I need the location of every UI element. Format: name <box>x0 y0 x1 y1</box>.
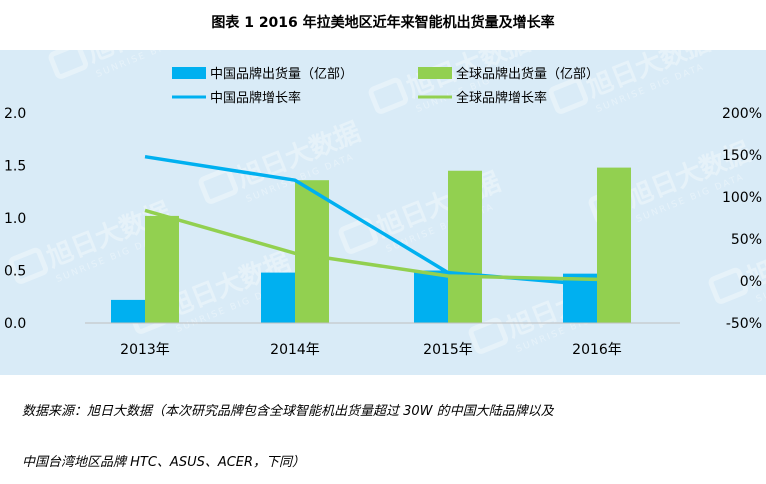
source-note-line-2: 中国台湾地区品牌 HTC、ASUS、ACER，下同） <box>22 455 306 470</box>
left-axis-tick-label: 1.0 <box>4 211 26 227</box>
source-note-line-1: 数据来源：旭日大数据（本次研究品牌包含全球智能机出货量超过 30W 的中国大陆品… <box>22 404 554 419</box>
bar-global-shipments <box>295 180 329 323</box>
bar-layer <box>111 167 631 323</box>
left-axis: 0.0 0.5 1.0 1.5 2.0 <box>4 106 26 332</box>
right-axis-tick-label: 0% <box>740 274 762 290</box>
right-axis-tick-label: 150% <box>722 148 762 164</box>
legend-label-cn-shipments: 中国品牌出货量（亿部） <box>210 66 353 82</box>
x-axis: 2013年 2014年 2015年 2016年 <box>85 322 680 358</box>
right-axis-tick-label: 50% <box>731 232 762 248</box>
bar-global-shipments <box>597 167 631 323</box>
left-axis-tick-label: 2.0 <box>4 106 26 122</box>
x-axis-tick-label: 2015年 <box>423 342 473 358</box>
legend-label-global-growth: 全球品牌增长率 <box>456 90 547 106</box>
bar-cn-shipments <box>414 270 448 323</box>
legend: 中国品牌出货量（亿部） 全球品牌出货量（亿部） 中国品牌增长率 全球品牌增长率 <box>172 66 599 106</box>
chart-title: 图表 1 2016 年拉美地区近年来智能机出货量及增长率 <box>211 15 555 31</box>
right-axis-tick-label: -50% <box>726 316 762 332</box>
legend-label-cn-growth: 中国品牌增长率 <box>210 90 301 106</box>
left-axis-tick-label: 0.0 <box>4 316 26 332</box>
x-axis-tick-label: 2014年 <box>270 342 320 358</box>
legend-swatch-cn-shipments <box>172 67 206 79</box>
x-axis-tick-label: 2013年 <box>120 342 170 358</box>
bar-global-shipments <box>448 170 482 323</box>
legend-swatch-global-shipments <box>418 67 452 79</box>
left-axis-tick-label: 0.5 <box>4 264 26 280</box>
bar-global-shipments <box>145 215 179 323</box>
bar-cn-shipments <box>111 299 145 323</box>
right-axis: -50% 0% 50% 100% 150% 200% <box>722 106 762 332</box>
left-axis-tick-label: 1.5 <box>4 159 26 175</box>
legend-label-global-shipments: 全球品牌出货量（亿部） <box>456 66 599 82</box>
line-global-growth <box>144 208 598 282</box>
right-axis-tick-label: 200% <box>722 106 762 122</box>
x-axis-tick-label: 2016年 <box>572 342 622 358</box>
bar-cn-shipments <box>261 272 295 323</box>
line-layer <box>144 154 598 287</box>
right-axis-tick-label: 100% <box>722 190 762 206</box>
